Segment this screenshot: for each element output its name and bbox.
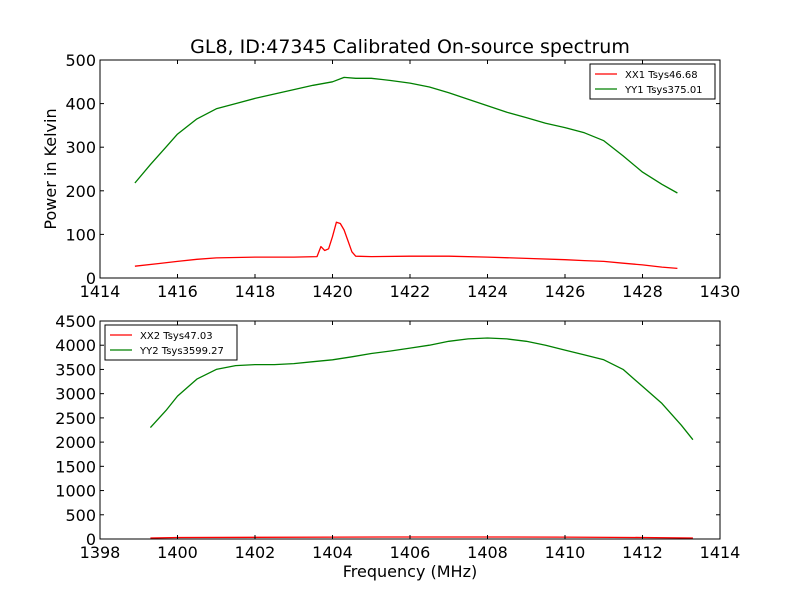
bottom-plot-panel: 1398 1400 1402 1404 1406 1408 1410 1412 1414 0 500… [55,312,740,562]
top-x-tick-label: 1414 [80,282,121,301]
bottom-x-tick-label: 1412 [622,543,663,562]
bottom-x-tick-label: 1410 [545,543,586,562]
top-x-tick-label: 1416 [157,282,198,301]
top-x-tick-label: 1418 [235,282,276,301]
top-legend-box [589,63,716,100]
top-y-tick-label: 200 [65,182,96,201]
bottom-y-tick-label: 4500 [55,312,96,331]
top-x-tick-label: 1424 [467,282,508,301]
bottom-x-tick-label: 1404 [312,543,353,562]
bottom-legend: XX2 Tsys47.03 YY2 Tsys3599.27 [104,324,238,361]
top-x-tick-label: 1420 [312,282,353,301]
top-legend: XX1 Tsys46.68 YY1 Tsys375.01 [589,63,716,100]
top-x-tick-label: 1422 [390,282,431,301]
chart-title: GL8, ID:47345 Calibrated On-source spect… [190,36,630,58]
top-series-line-0 [134,221,678,270]
top-y-axis-label: Power in Kelvin [41,108,60,229]
bottom-y-tick-label: 4000 [55,336,96,355]
bottom-y-tick-label: 2000 [55,433,96,452]
bottom-series-line-1 [149,337,694,441]
bottom-legend-label-0: XX2 Tsys47.03 [140,331,213,342]
bottom-x-tick-label: 1414 [700,543,741,562]
top-y-tick-label: 400 [65,95,96,114]
bottom-x-tick-label: 1400 [157,543,198,562]
bottom-x-tick-label: 1408 [467,543,508,562]
top-x-tick-label: 1428 [622,282,663,301]
top-y-tick-label: 300 [65,138,96,157]
top-y-tick-label: 500 [65,51,96,70]
bottom-y-tick-label: 0 [86,530,96,549]
bottom-x-tick-label: 1398 [80,543,121,562]
bottom-legend-label-1: YY2 Tsys3599.27 [139,346,224,357]
top-series-line-1 [134,76,678,194]
top-x-tick-label: 1430 [700,282,741,301]
bottom-y-tick-label: 500 [65,506,96,525]
bottom-y-tick-label: 3000 [55,385,96,404]
top-legend-label-0: XX1 Tsys46.68 [625,70,698,81]
bottom-legend-box [104,324,238,361]
top-plot-panel: 1414 1416 1418 1420 1422 1424 1426 1428 1430 0 100… [65,51,740,301]
top-y-tick-label: 0 [86,269,96,288]
bottom-y-tick-label: 2500 [55,409,96,428]
top-x-tick-label: 1426 [545,282,586,301]
bottom-y-tick-label: 1000 [55,482,96,501]
bottom-x-tick-label: 1402 [235,543,276,562]
bottom-x-axis-label: Frequency (MHz) [343,562,477,581]
bottom-x-tick-label: 1406 [390,543,431,562]
top-y-tick-label: 100 [65,225,96,244]
bottom-y-tick-label: 1500 [55,457,96,476]
top-legend-label-1: YY1 Tsys375.01 [624,85,703,96]
bottom-y-tick-label: 3500 [55,360,96,379]
